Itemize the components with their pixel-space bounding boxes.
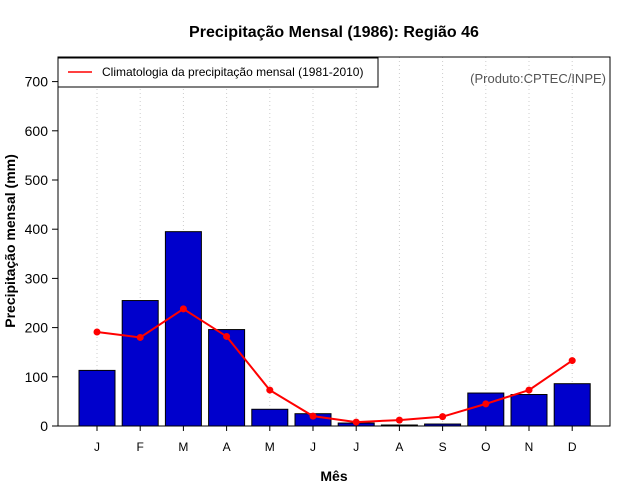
bar-11 — [510, 394, 548, 427]
plot-frame — [57, 56, 611, 427]
x-tick-label: M — [265, 440, 275, 454]
climatology-point-4 — [223, 332, 231, 340]
y-tick-label: 300 — [25, 270, 49, 286]
x-tick-label: S — [439, 440, 447, 454]
climatology-point-10 — [482, 400, 490, 408]
x-tick-label: F — [137, 440, 144, 454]
x-tick-label: J — [94, 440, 100, 454]
climatology-point-1 — [93, 328, 101, 336]
x-axis-title: Mês — [320, 468, 347, 484]
climatology-point-7 — [352, 418, 360, 426]
x-tick-label: J — [353, 440, 359, 454]
climatology-point-6 — [309, 412, 317, 420]
bar-5 — [251, 408, 289, 427]
bar-4 — [208, 329, 246, 427]
climatology-point-11 — [525, 386, 533, 394]
bar-10 — [467, 392, 505, 427]
x-tick-label: D — [568, 440, 577, 454]
climatology-line-layer — [93, 305, 576, 426]
legend-label: Climatologia da precipitação mensal (198… — [102, 65, 363, 79]
x-tick-label: N — [525, 440, 534, 454]
credit-annotation: (Produto:CPTEC/INPE) — [470, 71, 606, 86]
climatology-point-3 — [179, 305, 187, 313]
bar-1 — [78, 369, 116, 427]
bars-layer — [78, 231, 591, 427]
y-tick-label: 0 — [40, 418, 48, 434]
chart-title: Precipitação Mensal (1986): Região 46 — [189, 24, 479, 41]
y-tick-label: 400 — [25, 221, 49, 237]
climatology-point-2 — [136, 333, 144, 341]
climatology-point-5 — [266, 386, 274, 394]
x-tick-label: A — [395, 440, 403, 454]
y-tick-label: 100 — [25, 369, 49, 385]
climatology-line — [96, 307, 573, 424]
bar-2 — [121, 300, 159, 427]
legend: Climatologia da precipitação mensal (198… — [57, 57, 379, 88]
bar-12 — [553, 383, 591, 427]
y-tick-label: 500 — [25, 172, 49, 188]
y-axis: 0 100 200 300 400 500 600 700 — [25, 74, 58, 434]
climatology-point-8 — [395, 416, 403, 424]
x-tick-label: M — [178, 440, 188, 454]
y-tick-label: 600 — [25, 123, 49, 139]
climatology-point-9 — [439, 413, 447, 421]
y-axis-title: Precipitação mensal (mm) — [2, 154, 18, 328]
y-tick-label: 200 — [25, 320, 49, 336]
bar-3 — [164, 231, 202, 427]
y-tick-label: 700 — [25, 74, 49, 90]
x-tick-label: O — [481, 440, 490, 454]
legend-box — [57, 57, 379, 88]
x-tick-label: J — [310, 440, 316, 454]
x-tick-label: A — [223, 440, 231, 454]
climatology-point-12 — [568, 357, 576, 365]
